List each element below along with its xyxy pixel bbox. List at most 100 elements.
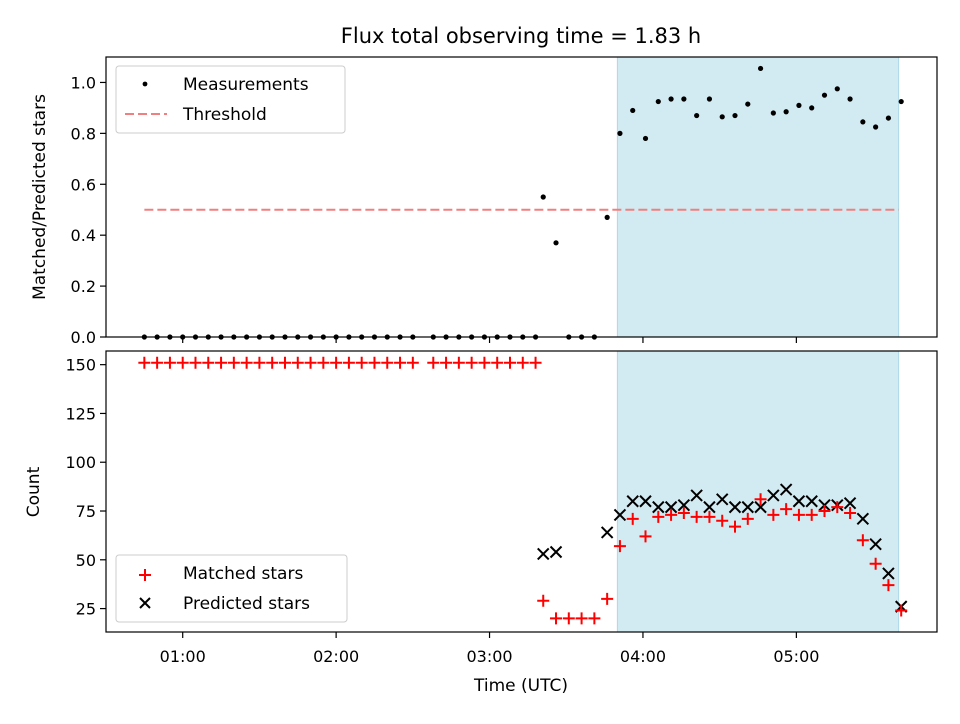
measurement-point [834, 86, 840, 92]
matched-stars-point [729, 520, 742, 533]
measurement-point [694, 112, 700, 119]
matched-stars-point [677, 506, 690, 519]
matched-stars-point [805, 508, 818, 521]
legend-predicted-marker [139, 597, 151, 609]
matched-stars-point [575, 612, 588, 625]
matched-stars-point [754, 493, 767, 506]
matched-stars-point [588, 612, 601, 625]
bottom-legend-box [115, 554, 348, 623]
matched-stars-point [703, 510, 716, 523]
measurement-point [809, 105, 815, 111]
bottom-legend: Matched stars Predicted stars [115, 554, 348, 623]
matched-stars-point [176, 356, 189, 369]
predicted-stars-point [639, 495, 652, 508]
top-legend-box [115, 65, 346, 134]
measurement-point [783, 109, 789, 115]
matched-stars-point [406, 356, 419, 369]
measurement-point [706, 96, 713, 102]
matched-stars-point [330, 356, 343, 369]
bottom-y-axis-label: Count [24, 466, 44, 517]
matched-stars-point [291, 356, 304, 369]
predicted-stars-point [856, 512, 870, 526]
matched-stars-point [478, 356, 491, 369]
measurement-point [732, 112, 738, 119]
legend-measurements-label: Measurements [183, 75, 309, 95]
predicted-stars-point [728, 500, 742, 514]
matched-stars-point [537, 594, 550, 607]
matched-stars-point [529, 356, 542, 369]
top-y-tick-label: 0.8 [71, 124, 96, 143]
predicted-stars-point [664, 500, 678, 514]
matched-stars-point [138, 356, 151, 369]
matched-stars-point [792, 508, 805, 521]
predicted-stars-point [690, 489, 703, 502]
matched-stars-point [253, 356, 266, 369]
legend-measurements-marker [142, 81, 148, 87]
measurement-point [642, 135, 649, 142]
predicted-stars-point [767, 489, 780, 502]
predicted-stars-point [703, 500, 716, 514]
matched-stars-point [266, 356, 279, 369]
matched-stars-point [516, 356, 529, 369]
predicted-stars-point [779, 483, 793, 496]
bottom-x-axis-label: Time (UTC) [473, 676, 568, 696]
legend-threshold-label: Threshold [182, 105, 267, 125]
predicted-stars-point [652, 500, 665, 514]
matched-stars-point [202, 356, 215, 369]
predicted-stars-point [805, 495, 818, 508]
matched-stars-point [503, 356, 516, 369]
matched-stars-point [869, 557, 882, 570]
matched-stars-point [440, 356, 453, 369]
bottom-x-tick-label: 01:00 [160, 647, 206, 666]
predicted-stars-point [869, 537, 882, 551]
matched-stars-point [381, 356, 394, 369]
top-y-tick-label: 0.2 [71, 277, 96, 296]
matched-stars-point [317, 356, 330, 369]
matched-stars-point [427, 356, 440, 369]
predicted-stars-point [716, 493, 729, 506]
matched-stars-point [741, 512, 754, 525]
matched-stars-point [240, 356, 253, 369]
matched-stars-point [355, 356, 368, 369]
matched-stars-point [613, 540, 626, 553]
matched-stars-point [767, 508, 780, 521]
top-panel: 0.0 0.2 0.4 0.6 0.8 1.0 Matched/Predicted sta… [30, 56, 938, 347]
matched-stars-point [716, 514, 729, 527]
top-y-tick-label: 0.4 [71, 226, 96, 245]
matched-stars-point [491, 356, 504, 369]
measurement-point [630, 107, 636, 114]
top-legend: Measurements Threshold [115, 65, 346, 134]
bottom-y-tick-label: 100 [65, 453, 96, 472]
predicted-stars-point [754, 500, 767, 514]
bottom-panel: 25 50 75 100 125 150 01:00 02:00 03:00 04:00 05:00… [24, 350, 938, 696]
predicted-stars-point [600, 526, 614, 539]
predicted-stars-point [843, 497, 857, 510]
matched-stars-point [562, 612, 575, 625]
bottom-plot-frame [105, 350, 938, 633]
top-y-tick-label: 0.0 [71, 328, 96, 347]
matched-stars-point [394, 356, 407, 369]
measurement-point [860, 119, 866, 125]
predicted-stars-point [741, 500, 754, 514]
bottom-shaded-region [616, 350, 900, 633]
matched-stars-point [882, 579, 895, 592]
matched-stars-point [189, 356, 202, 369]
measurement-point [617, 130, 623, 136]
predicted-stars-point [882, 567, 895, 580]
measurement-point [553, 240, 559, 246]
bottom-x-tick-label: 02:00 [313, 647, 359, 666]
bottom-x-tick-label: 03:00 [466, 647, 512, 666]
matched-stars-point [368, 356, 381, 369]
measurement-point [821, 92, 828, 98]
matched-stars-point [163, 356, 176, 369]
bottom-y-tick-label: 150 [65, 356, 96, 375]
measurement-point [770, 110, 776, 116]
bottom-y-tick-label: 125 [65, 404, 96, 423]
matched-stars-point [626, 512, 639, 525]
top-plot-frame [105, 56, 938, 338]
measurement-point [847, 96, 853, 102]
matched-stars-point [278, 356, 291, 369]
predicted-stars-point [677, 498, 691, 512]
measurement-point [668, 96, 674, 102]
